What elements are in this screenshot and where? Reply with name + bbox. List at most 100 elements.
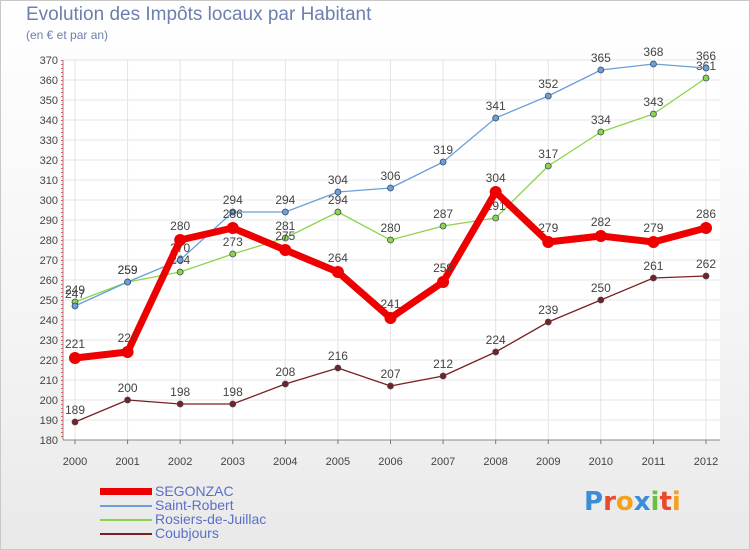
data-label: 352 <box>538 77 558 91</box>
data-point <box>702 64 710 72</box>
data-point <box>542 236 555 248</box>
data-label: 317 <box>538 147 558 161</box>
data-label: 250 <box>591 281 611 295</box>
data-label: 294 <box>328 193 348 207</box>
data-point <box>121 346 134 358</box>
data-label: 224 <box>118 331 138 345</box>
data-label: 273 <box>223 235 243 249</box>
data-point <box>174 234 187 246</box>
x-tick-label: 2009 <box>536 456 560 468</box>
y-tick-label: 220 <box>40 355 58 367</box>
data-label: 212 <box>433 357 453 371</box>
data-point <box>229 250 237 258</box>
data-point <box>492 214 500 222</box>
x-tick-label: 2007 <box>431 456 455 468</box>
x-tick-label: 2000 <box>63 456 87 468</box>
data-point <box>331 266 344 278</box>
x-tick-label: 2012 <box>694 456 718 468</box>
logo-letter: o <box>615 487 634 517</box>
y-tick-label: 210 <box>40 375 58 387</box>
y-tick-label: 260 <box>40 275 58 287</box>
data-label: 294 <box>275 193 295 207</box>
data-label: 306 <box>380 169 400 183</box>
data-point <box>124 278 131 286</box>
data-point <box>281 208 289 216</box>
data-label: 262 <box>696 257 716 271</box>
data-point <box>597 296 605 304</box>
data-point <box>544 162 552 170</box>
data-point <box>69 352 81 364</box>
data-point <box>387 382 394 390</box>
data-point <box>229 208 237 216</box>
data-label: 189 <box>65 403 85 417</box>
logo-letter: i <box>671 487 681 517</box>
y-tick-label: 280 <box>40 235 58 247</box>
data-point <box>594 230 607 242</box>
x-tick-label: 2010 <box>589 456 613 468</box>
legend-swatch <box>100 533 152 535</box>
legend-swatch <box>100 505 152 507</box>
logo-letter: r <box>603 487 616 517</box>
y-tick-label: 350 <box>40 95 58 107</box>
data-label: 280 <box>380 221 400 235</box>
y-tick-label: 270 <box>40 255 58 267</box>
data-point <box>597 128 605 136</box>
logo-letter: P <box>584 487 604 517</box>
data-label: 368 <box>643 45 663 59</box>
data-point <box>176 268 184 276</box>
data-label: 366 <box>696 49 716 63</box>
data-label: 341 <box>486 99 506 113</box>
data-label: 286 <box>223 207 243 221</box>
data-label: 281 <box>275 219 295 233</box>
x-tick-label: 2004 <box>273 456 297 468</box>
data-label: 304 <box>486 171 506 185</box>
x-tick-label: 2002 <box>168 456 192 468</box>
data-point <box>334 364 342 372</box>
data-label: 207 <box>380 367 400 381</box>
legend-item-saint-robert: Saint-Robert <box>100 497 360 513</box>
data-label: 261 <box>643 259 663 273</box>
data-label: 241 <box>380 297 400 311</box>
x-tick-label: 2003 <box>221 456 245 468</box>
data-label: 259 <box>433 261 453 275</box>
data-point <box>71 302 79 310</box>
y-tick-label: 310 <box>40 175 58 187</box>
data-point <box>702 272 710 280</box>
data-label: 198 <box>170 385 190 399</box>
data-point <box>439 222 447 230</box>
y-tick-label: 230 <box>40 335 58 347</box>
y-tick-label: 340 <box>40 115 58 127</box>
data-point <box>124 396 131 404</box>
y-tick-label: 200 <box>40 395 58 407</box>
data-point <box>176 400 184 408</box>
legend-label: Saint-Robert <box>155 497 234 513</box>
y-tick-label: 360 <box>40 75 58 87</box>
x-tick-label: 2001 <box>115 456 139 468</box>
data-point <box>334 188 342 196</box>
y-tick-label: 370 <box>40 55 58 67</box>
data-label: 200 <box>118 381 138 395</box>
data-label: 365 <box>591 51 611 65</box>
data-point <box>71 418 79 426</box>
data-label: 294 <box>223 193 243 207</box>
data-label: 264 <box>328 251 348 265</box>
data-label: 198 <box>223 385 243 399</box>
legend-item-coubjours: Coubjours <box>100 525 360 541</box>
legend-item-rosiers-de-juillac: Rosiers-de-Juillac <box>100 511 360 527</box>
y-tick-label: 320 <box>40 155 58 167</box>
data-label: 280 <box>170 219 190 233</box>
y-tick-label: 330 <box>40 135 58 147</box>
data-point <box>702 74 710 82</box>
data-label: 247 <box>65 287 85 301</box>
data-point <box>229 400 237 408</box>
y-tick-label: 190 <box>40 415 58 427</box>
data-point <box>439 158 447 166</box>
data-point <box>492 114 500 122</box>
data-point <box>700 222 712 234</box>
data-point <box>650 110 657 118</box>
y-tick-label: 180 <box>40 435 58 447</box>
data-point <box>176 256 184 264</box>
logo-letter: i <box>650 487 660 517</box>
data-label: 239 <box>538 303 558 317</box>
data-point <box>492 348 500 356</box>
